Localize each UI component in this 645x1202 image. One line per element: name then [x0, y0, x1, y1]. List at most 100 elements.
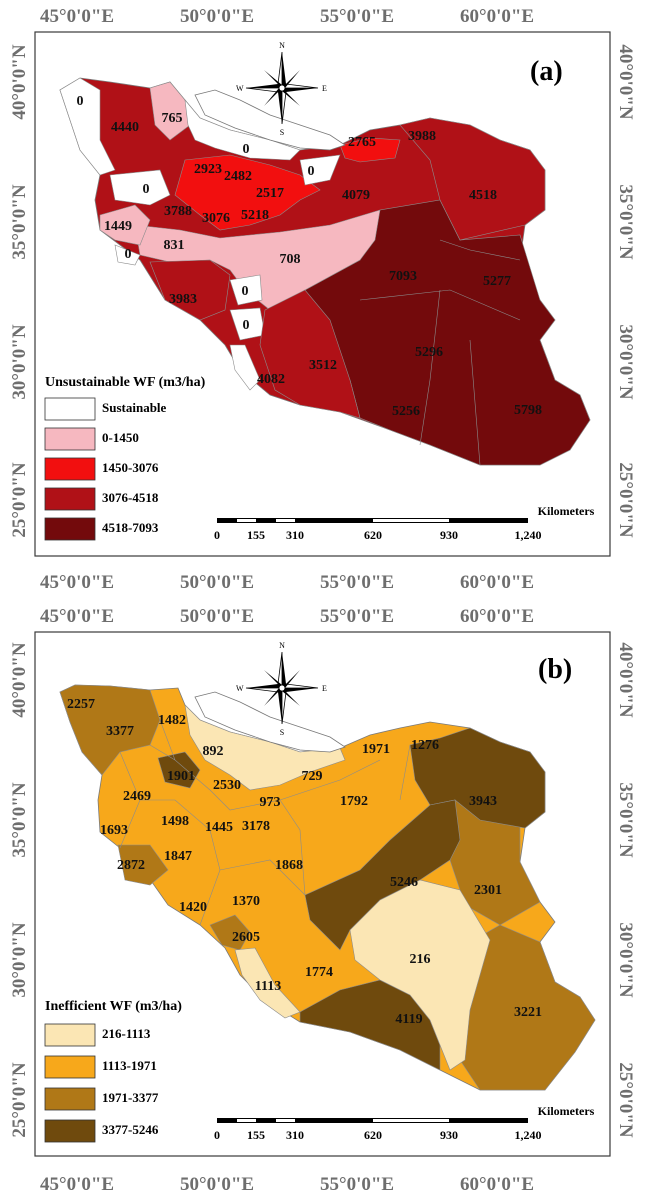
province-value: 3788 — [164, 204, 192, 219]
province-value: 0 — [242, 284, 249, 299]
scale-unit-b: Kilometers — [538, 1104, 595, 1118]
province-value: 2765 — [348, 135, 376, 150]
lat-label-40-right-b: 40°0'0"N — [615, 642, 636, 717]
region-zanjan-a — [109, 169, 171, 206]
scale-seg — [373, 1119, 449, 1122]
lon-label-55-bottom-a: 55°0'0"E — [320, 572, 394, 593]
region-west-az-a — [59, 77, 116, 176]
lon-label-45-bottom-a: 45°0'0"E — [40, 572, 114, 593]
region-khorasan-a — [399, 117, 546, 241]
province-value: 4119 — [395, 1012, 422, 1027]
scale-bar-b: Kilometers 0 155 310 620 930 1,240 — [214, 1104, 595, 1142]
province-value: 3512 — [309, 358, 337, 373]
province-value: 7093 — [389, 269, 417, 284]
iran-map-b — [59, 684, 596, 1091]
scale-seg — [276, 1119, 295, 1122]
legend-label: 3076-4518 — [102, 490, 159, 505]
region-north-red-a — [174, 154, 321, 231]
province-value: 973 — [260, 795, 281, 810]
legend-label: 1113-1971 — [102, 1058, 157, 1073]
lon-label-50-top-a: 50°0'0"E — [180, 6, 254, 27]
province-borders-b — [119, 719, 411, 926]
province-value: 216 — [410, 952, 431, 967]
region-khuzestan-a — [149, 259, 231, 321]
region-kurdistan-a — [99, 204, 151, 246]
province-value: 831 — [164, 238, 185, 253]
scale-unit-a: Kilometers — [538, 504, 595, 518]
province-value: 5798 — [514, 403, 542, 418]
scale-seg — [276, 519, 295, 522]
panel-a: 45°0'0"E 50°0'0"E 55°0'0"E 60°0'0"E 40°0… — [9, 6, 636, 593]
scale-tick: 1,240 — [515, 1128, 542, 1142]
lat-labels-left-b: 40°0'0"N 35°0'0"N 30°0'0"N 25°0'0"N — [9, 642, 30, 1137]
scale-seg — [373, 519, 449, 522]
region-semnan-a — [299, 154, 341, 186]
lat-labels-right-a: 40°0'0"N 35°0'0"N 30°0'0"N 25°0'0"N — [615, 44, 636, 537]
province-value: 1449 — [104, 219, 132, 234]
lat-label-35-right-b: 35°0'0"N — [615, 782, 636, 857]
scale-tick: 930 — [440, 528, 458, 542]
province-value: 3988 — [408, 129, 436, 144]
lat-label-30-right-b: 30°0'0"N — [615, 922, 636, 997]
province-value: 0 — [243, 318, 250, 333]
province-value: 1445 — [205, 820, 233, 835]
legend-b: Inefficient WF (m3/ha) 216-1113 1113-197… — [44, 999, 182, 1143]
scale-bar-fill — [217, 518, 528, 523]
province-value: 1370 — [232, 894, 260, 909]
legend-swatch-4b — [44, 1119, 96, 1143]
scale-tick: 310 — [286, 528, 304, 542]
province-value: 1482 — [158, 713, 186, 728]
legend-swatch-2b — [44, 1055, 96, 1079]
legend-label: 4518-7093 — [102, 520, 159, 535]
lon-label-45-top-b: 45°0'0"E — [40, 606, 114, 627]
province-value: 2301 — [474, 883, 502, 898]
lat-label-25-right-a: 25°0'0"N — [615, 462, 636, 537]
region-sistan-cream-b — [349, 879, 491, 1071]
province-value: 1774 — [305, 965, 333, 980]
province-value: 1693 — [100, 823, 128, 838]
province-value: 5277 — [483, 274, 511, 289]
lat-label-30-right-a: 30°0'0"N — [615, 324, 636, 399]
legend-swatch-1 — [44, 427, 96, 451]
iran-map-a — [59, 77, 591, 466]
scale-tick: 0 — [214, 1128, 220, 1142]
province-value: 4440 — [111, 120, 139, 135]
compass-n-b: N — [279, 641, 285, 650]
scale-tick: 155 — [247, 528, 265, 542]
lon-label-45-bottom-b: 45°0'0"E — [40, 1174, 114, 1195]
province-value: 1868 — [275, 858, 303, 873]
value-labels-b: 2257 3377 1482 892 1971 1276 1901 2530 7… — [67, 697, 542, 1027]
north-arrow-a: N S E W — [236, 41, 327, 137]
lon-label-50-bottom-b: 50°0'0"E — [180, 1174, 254, 1195]
province-value: 2605 — [232, 930, 260, 945]
lat-labels-left-a: 40°0'0"N 35°0'0"N 30°0'0"N 25°0'0"N — [9, 44, 30, 537]
lon-label-55-top-a: 55°0'0"E — [320, 6, 394, 27]
lon-label-55-bottom-b: 55°0'0"E — [320, 1174, 394, 1195]
province-value: 1498 — [161, 814, 189, 829]
lon-label-55-top-b: 55°0'0"E — [320, 606, 394, 627]
legend-label: 0-1450 — [102, 430, 139, 445]
caspian-sea-b — [194, 691, 346, 753]
lon-label-45-top-a: 45°0'0"E — [40, 6, 114, 27]
scale-tick: 1,240 — [515, 528, 542, 542]
lon-label-50-bottom-a: 50°0'0"E — [180, 572, 254, 593]
legend-swatch-1b — [44, 1023, 96, 1047]
compass-s-a: S — [280, 128, 284, 137]
province-value: 4518 — [469, 188, 497, 203]
scale-bar-a: Kilometers 0 155 310 620 930 1,240 — [214, 504, 595, 542]
region-markazi-b — [157, 751, 201, 789]
province-value: 1971 — [362, 742, 390, 757]
province-value: 0 — [125, 247, 132, 262]
legend-label: Sustainable — [102, 400, 167, 415]
scale-tick: 620 — [364, 528, 382, 542]
province-value: 1847 — [164, 849, 192, 864]
province-value: 729 — [302, 769, 323, 784]
region-kermanshah-b — [117, 844, 169, 886]
lon-label-60-bottom-b: 60°0'0"E — [460, 1174, 534, 1195]
lat-label-30-left-a: 30°0'0"N — [9, 324, 30, 399]
province-value: 2517 — [256, 186, 284, 201]
province-value: 5246 — [390, 875, 418, 890]
legend-swatch-3b — [44, 1087, 96, 1111]
lat-label-35-left-b: 35°0'0"N — [9, 782, 30, 857]
region-coast-a — [229, 344, 261, 391]
